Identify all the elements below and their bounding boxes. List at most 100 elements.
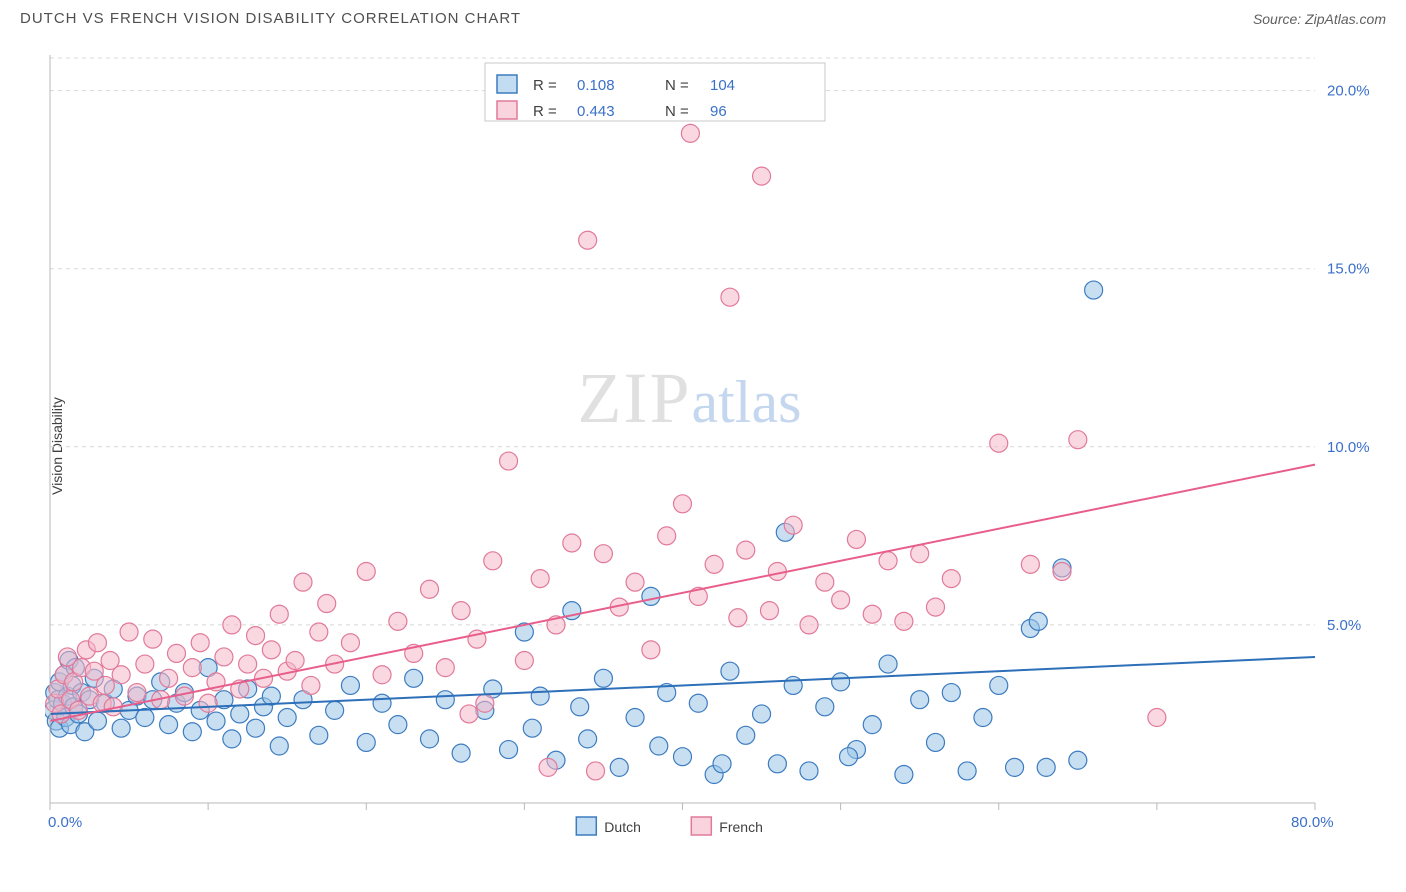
data-point-dutch [974, 709, 992, 727]
data-point-french [302, 676, 320, 694]
data-point-dutch [262, 687, 280, 705]
data-point-dutch [436, 691, 454, 709]
bottom-legend-label: Dutch [604, 819, 641, 835]
data-point-french [563, 534, 581, 552]
legend-swatch [497, 101, 517, 119]
data-point-french [863, 605, 881, 623]
data-point-french [539, 758, 557, 776]
data-point-french [587, 762, 605, 780]
chart-title: DUTCH VS FRENCH VISION DISABILITY CORREL… [20, 10, 521, 27]
data-point-french [705, 555, 723, 573]
data-point-dutch [879, 655, 897, 673]
data-point-dutch [231, 705, 249, 723]
x-tick-label: 0.0% [48, 814, 82, 831]
legend-n-label: N = [665, 103, 689, 120]
data-point-french [658, 527, 676, 545]
data-point-french [911, 545, 929, 563]
data-point-french [879, 552, 897, 570]
data-point-french [183, 659, 201, 677]
legend-r-label: R = [533, 103, 557, 120]
legend-n-label: N = [665, 77, 689, 94]
data-point-french [594, 545, 612, 563]
data-point-french [270, 605, 288, 623]
data-point-french [760, 602, 778, 620]
data-point-french [674, 495, 692, 513]
data-point-french [128, 684, 146, 702]
data-point-dutch [816, 698, 834, 716]
data-point-dutch [389, 716, 407, 734]
data-point-dutch [247, 719, 265, 737]
watermark: ZIPatlas [578, 358, 802, 438]
data-point-french [721, 288, 739, 306]
data-point-french [784, 516, 802, 534]
data-point-dutch [768, 755, 786, 773]
legend-n-value: 96 [710, 103, 727, 120]
data-point-french [579, 231, 597, 249]
data-point-french [729, 609, 747, 627]
legend-r-label: R = [533, 77, 557, 94]
data-point-dutch [571, 698, 589, 716]
legend-r-value: 0.108 [577, 77, 615, 94]
data-point-french [199, 694, 217, 712]
data-point-french [421, 580, 439, 598]
data-point-french [239, 655, 257, 673]
data-point-french [1053, 562, 1071, 580]
bottom-legend-label: French [719, 819, 763, 835]
data-point-dutch [753, 705, 771, 723]
data-point-dutch [1029, 612, 1047, 630]
data-point-french [96, 676, 114, 694]
data-point-french [452, 602, 470, 620]
data-point-dutch [88, 712, 106, 730]
data-point-french [460, 705, 478, 723]
data-point-french [1069, 431, 1087, 449]
data-point-french [294, 573, 312, 591]
data-point-dutch [942, 684, 960, 702]
data-point-dutch [207, 712, 225, 730]
data-point-dutch [183, 723, 201, 741]
data-point-dutch [373, 694, 391, 712]
data-point-french [215, 648, 233, 666]
data-point-french [515, 652, 533, 670]
data-point-french [476, 694, 494, 712]
data-point-dutch [357, 733, 375, 751]
data-point-dutch [1085, 281, 1103, 299]
data-point-dutch [737, 726, 755, 744]
data-point-french [191, 634, 209, 652]
data-point-dutch [713, 755, 731, 773]
data-point-french [1021, 555, 1039, 573]
data-point-french [484, 552, 502, 570]
data-point-french [681, 124, 699, 142]
data-point-dutch [895, 766, 913, 784]
data-point-french [136, 655, 154, 673]
data-point-dutch [610, 758, 628, 776]
data-point-french [223, 616, 241, 634]
data-point-french [144, 630, 162, 648]
data-point-french [942, 570, 960, 588]
data-point-french [88, 634, 106, 652]
data-point-french [626, 573, 644, 591]
data-point-dutch [579, 730, 597, 748]
data-point-french [737, 541, 755, 559]
data-point-french [373, 666, 391, 684]
legend-n-value: 104 [710, 77, 735, 94]
y-tick-label: 20.0% [1327, 83, 1370, 100]
data-point-french [847, 530, 865, 548]
data-point-french [247, 627, 265, 645]
data-point-dutch [278, 709, 296, 727]
data-point-french [800, 616, 818, 634]
data-point-french [120, 623, 138, 641]
x-tick-label: 80.0% [1291, 814, 1334, 831]
data-point-french [168, 644, 186, 662]
data-point-french [1148, 709, 1166, 727]
y-tick-label: 15.0% [1327, 261, 1370, 278]
data-point-dutch [326, 701, 344, 719]
data-point-dutch [112, 719, 130, 737]
data-point-dutch [689, 694, 707, 712]
data-point-french [341, 634, 359, 652]
data-point-dutch [500, 741, 518, 759]
data-point-french [500, 452, 518, 470]
data-point-dutch [341, 676, 359, 694]
data-point-dutch [160, 716, 178, 734]
data-point-french [642, 641, 660, 659]
data-point-dutch [990, 676, 1008, 694]
